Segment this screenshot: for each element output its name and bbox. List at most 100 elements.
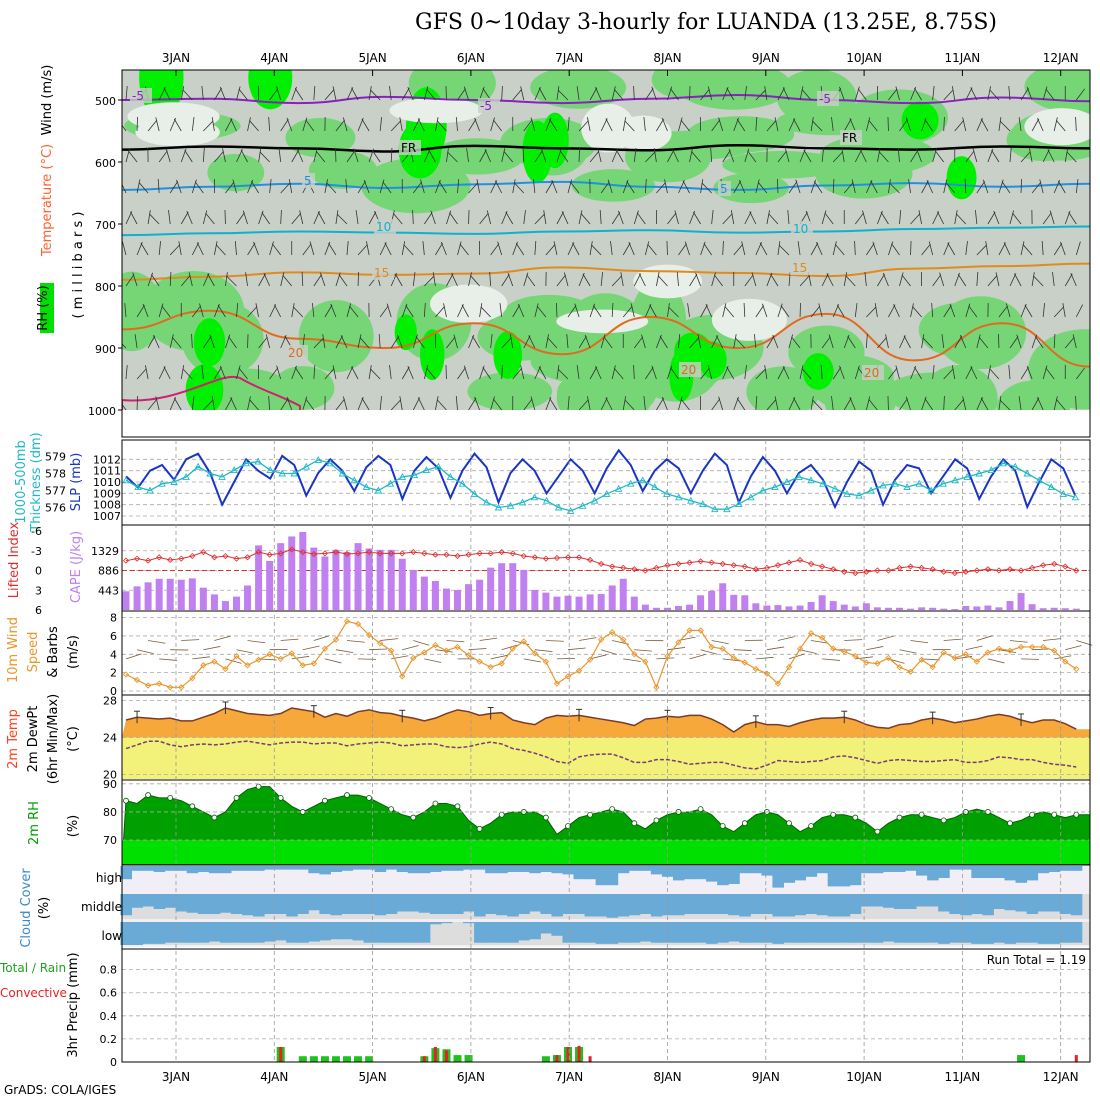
wind-10m-barb [358,658,377,660]
wind-barb [799,86,804,101]
rh2m-marker [344,792,350,798]
wind-barb [355,210,359,225]
cloud-bar [330,894,342,916]
wind-barb [831,117,834,132]
wind-barb [342,396,348,410]
cloud-bar [374,866,387,872]
wind-barb [755,305,765,318]
li-marker [133,555,141,562]
li-marker [222,552,229,560]
wind-barb [180,211,189,225]
wind-10m-barb [590,654,607,660]
wind-barb [843,118,852,132]
wind-barb [797,241,801,256]
rh2m-marker [454,803,461,810]
wind-barb [422,241,425,256]
wind-barb [816,242,823,256]
wind-barb [490,396,495,410]
cloud-bar [584,866,597,880]
wind-barb [497,241,503,256]
rh-dry-area [633,264,703,299]
wind-barb [168,210,171,225]
thickness-marker [458,479,467,487]
cloud-bar [264,922,276,942]
cloud-bar [208,866,221,874]
li-series-line [125,548,1077,574]
cloud-bar [1015,866,1028,883]
cape-bar [288,536,296,610]
wind-speed-marker [553,680,561,687]
wind-speed-marker [885,654,892,662]
wind-barb [611,212,621,225]
wind-10m-barb [799,649,817,655]
wind-10m-barb [866,646,884,651]
cloud-bar [175,866,188,871]
wind-barb [818,303,823,318]
cloud-bar [916,922,928,943]
wind-barb [1072,334,1077,349]
date-label-top: 3JAN [162,51,190,65]
rh-saturated-area [901,101,939,140]
li-marker [774,562,782,569]
wind-barb [214,241,218,256]
cloud-bar [927,922,939,943]
cloud-bar [971,922,983,944]
cloud-bar [230,866,243,871]
thickness-marker [735,500,743,508]
wind-barb [499,303,503,318]
wind-barb [882,272,889,287]
wind-barb [479,303,483,318]
thickness-marker [867,486,875,494]
wind-barb [921,180,929,194]
wind-barb [859,149,867,163]
wind-barb [974,210,978,225]
wind-barb [225,397,233,410]
cloud-bar [783,866,796,883]
cape-bar [752,603,760,610]
wind-barb [412,181,423,194]
li-marker [178,555,185,562]
cape-axis-label: CAPE (J/kg) [69,531,84,603]
wind-barb [446,273,454,287]
cape-bar [962,605,970,610]
wind-10m-barb [369,648,388,651]
wind-barb [492,119,503,132]
rh2m-units-label: (%) [66,815,81,838]
lower-panels-frame [121,439,1091,1063]
wind-barb [678,396,683,410]
wind-barb [534,303,539,318]
wind-barb [592,305,602,318]
wind-barb [899,398,908,410]
cloud-bar [595,866,608,886]
wind-barb [651,86,657,101]
wind-barb [910,303,914,318]
wind-barb [551,179,558,194]
wind-barb [423,86,429,101]
cloud-bar [949,866,961,870]
li-marker [542,555,549,562]
wind-10m-barb [700,649,717,655]
wind-tick-label: 4 [110,648,117,661]
cape-bar [774,605,782,610]
date-label-bottom: 5JAN [359,1070,387,1084]
wind-barb [474,396,480,410]
rh-dry-area [135,118,220,147]
cloud-bar [429,922,442,925]
wind-barb [841,148,845,163]
rh2m-marker [167,794,174,801]
precip-total-bar [309,1056,318,1062]
wind-barb [661,117,668,132]
wind-barb [251,180,259,194]
precip-total-bar [320,1056,329,1062]
wind-barb [755,179,760,194]
wind-barb [914,87,922,101]
wind-barb [584,334,591,349]
wind-barb [991,149,1000,163]
wind-barb [845,275,856,287]
wind-speed-marker [1062,658,1069,665]
wind-barb [1075,116,1077,132]
wind-barb [446,148,449,163]
cape-bar [531,589,539,610]
rh2m-marker [1051,811,1058,818]
wind-barb [1003,242,1011,256]
